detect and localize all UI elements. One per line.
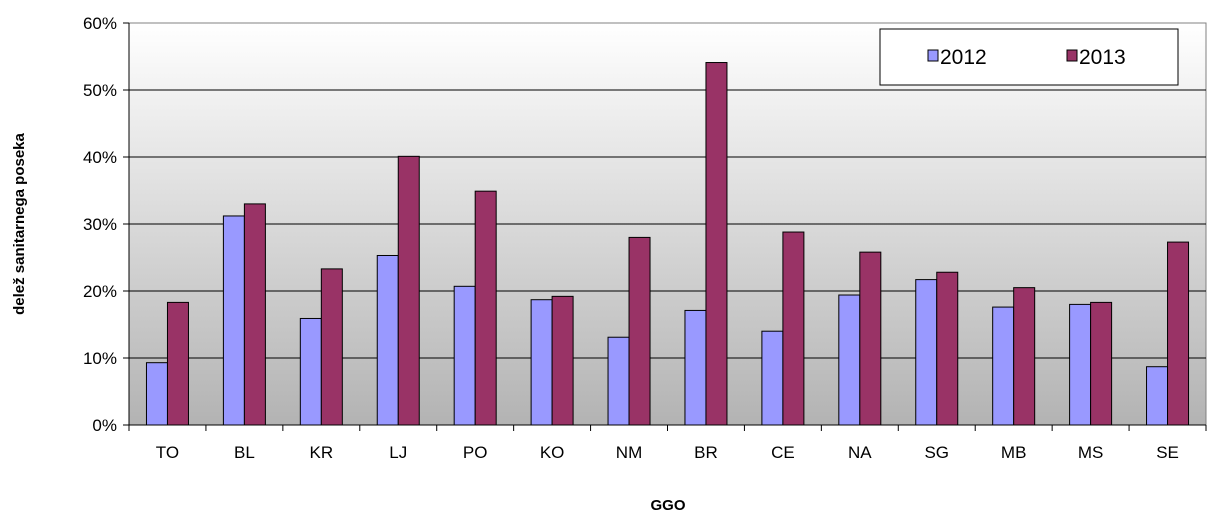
x-tick-label: SE <box>1156 443 1179 462</box>
bar-2012-LJ <box>376 254 399 426</box>
bar-2012-SE <box>1146 366 1169 426</box>
bar-2012-CE <box>761 330 784 426</box>
x-tick-label: KO <box>540 443 565 462</box>
y-tick-label: 20% <box>83 282 117 301</box>
legend-label-2012: 2012 <box>940 46 987 69</box>
bar-2012-NM <box>607 336 630 426</box>
x-tick-label: SG <box>924 443 949 462</box>
y-axis-title: delež sanitarnega poseka <box>11 132 28 314</box>
bar-2012-MS <box>1069 303 1092 426</box>
bar-2013-MB <box>1013 287 1036 426</box>
x-tick-label: CE <box>771 443 795 462</box>
legend-label-2013: 2013 <box>1079 46 1126 69</box>
bar-2013-BL <box>243 203 266 426</box>
bar-2012-TO <box>145 362 168 426</box>
x-tick-label: KR <box>310 443 334 462</box>
bars <box>145 62 1190 426</box>
bar-2012-BR <box>684 309 707 426</box>
y-tick-label: 10% <box>83 349 117 368</box>
x-tick-label: PO <box>463 443 488 462</box>
bar-2013-PO <box>474 190 497 426</box>
bar-2012-PO <box>453 285 476 426</box>
legend: 2012 2013 <box>879 28 1179 86</box>
x-tick-label: MB <box>1001 443 1027 462</box>
axes: 0% 10% 20% 30% 40% 50% 60% TO BL KR LJ PO KO NM BR CE NA… <box>83 14 1207 462</box>
bar-2012-KO <box>530 299 553 426</box>
bar-2013-MS <box>1090 301 1113 426</box>
bar-2013-SE <box>1167 241 1190 426</box>
bar-2013-KR <box>320 268 343 426</box>
x-tick-label: LJ <box>389 443 407 462</box>
bar-2013-SG <box>936 271 959 426</box>
bar-2013-CE <box>782 231 805 426</box>
y-tick-label: 30% <box>83 215 117 234</box>
bar-2012-MB <box>992 306 1015 426</box>
bar-2013-LJ <box>397 155 420 426</box>
bar-2013-KO <box>551 295 574 426</box>
legend-swatch-2013 <box>1066 49 1078 62</box>
bar-2013-NM <box>628 236 651 426</box>
bar-2013-BR <box>705 62 728 426</box>
x-tick-label: TO <box>156 443 179 462</box>
x-tick-label: MS <box>1078 443 1104 462</box>
y-tick-label: 0% <box>92 416 117 435</box>
y-tick-label: 40% <box>83 148 117 167</box>
bar-2012-SG <box>915 279 938 426</box>
bar-2012-KR <box>299 317 322 426</box>
legend-box <box>879 28 1179 86</box>
bar-2013-NA <box>859 251 882 426</box>
x-tick-label: NM <box>616 443 642 462</box>
legend-swatch-2012 <box>927 49 939 62</box>
bar-2012-BL <box>222 215 245 426</box>
x-tick-label: BR <box>694 443 718 462</box>
x-tick-label: BL <box>234 443 255 462</box>
y-tick-label: 50% <box>83 81 117 100</box>
y-tick-label: 60% <box>83 14 117 33</box>
x-tick-label: NA <box>848 443 872 462</box>
x-axis-title: GGO <box>650 497 685 514</box>
bar-2012-NA <box>838 294 861 426</box>
bar-2013-TO <box>166 301 189 426</box>
